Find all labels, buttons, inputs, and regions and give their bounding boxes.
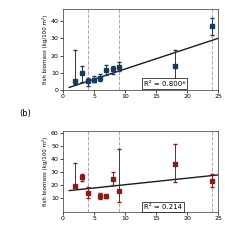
Text: (b): (b) [20,109,32,118]
Text: R² = 0.800*: R² = 0.800* [144,81,185,87]
Y-axis label: fish biomass (kg/100 m²): fish biomass (kg/100 m²) [42,136,48,206]
Text: R² = 0.214: R² = 0.214 [144,204,182,210]
Y-axis label: fish biomass (kg/100 m²): fish biomass (kg/100 m²) [42,15,48,84]
